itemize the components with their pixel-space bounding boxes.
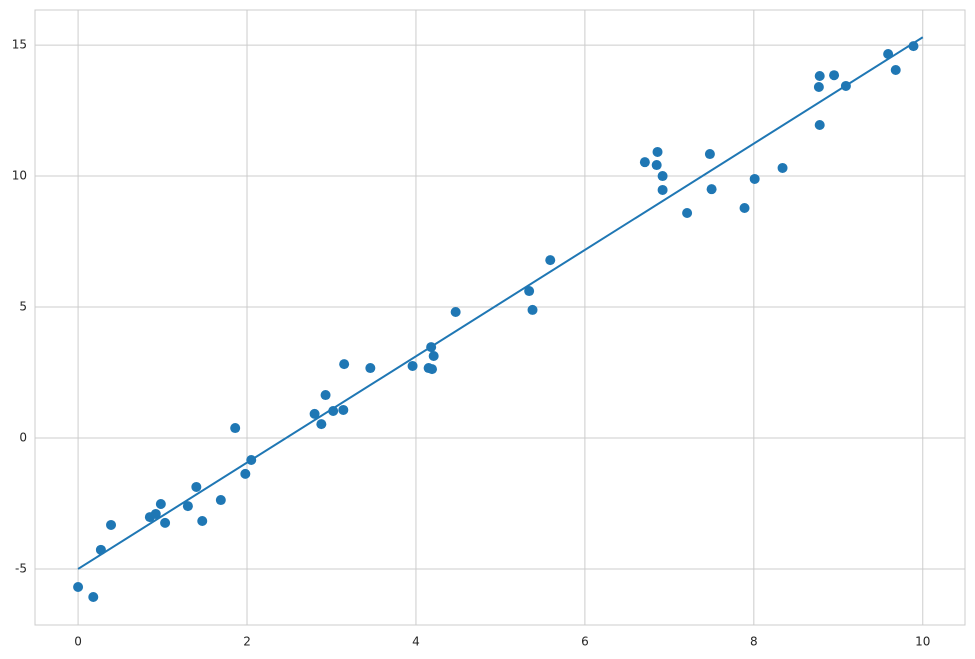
point bbox=[215, 495, 226, 506]
point bbox=[73, 582, 84, 593]
point bbox=[706, 184, 717, 195]
x-tick-label: 6 bbox=[581, 635, 589, 649]
point bbox=[407, 360, 418, 371]
point bbox=[651, 160, 662, 171]
point bbox=[309, 408, 320, 419]
x-tick-label: 10 bbox=[915, 635, 930, 649]
point bbox=[339, 359, 350, 370]
point bbox=[814, 119, 825, 130]
x-tick-label: 2 bbox=[243, 635, 251, 649]
point bbox=[197, 516, 208, 527]
point bbox=[527, 304, 538, 315]
point bbox=[106, 519, 117, 530]
point bbox=[365, 363, 376, 374]
y-tick-label: 15 bbox=[12, 38, 27, 52]
point bbox=[88, 591, 99, 602]
point bbox=[155, 498, 166, 509]
point bbox=[545, 255, 556, 266]
y-tick-label: 0 bbox=[19, 430, 27, 444]
plot-frame bbox=[34, 9, 966, 626]
point bbox=[890, 64, 901, 75]
point bbox=[814, 71, 825, 82]
point bbox=[427, 364, 438, 375]
point bbox=[524, 286, 535, 297]
point bbox=[316, 419, 327, 430]
x-tick-label: 4 bbox=[412, 635, 420, 649]
fit-line bbox=[77, 36, 924, 570]
point bbox=[450, 306, 461, 317]
point bbox=[813, 82, 824, 93]
point bbox=[657, 184, 668, 195]
x-tick-label: 0 bbox=[74, 635, 82, 649]
point bbox=[829, 70, 840, 81]
point bbox=[191, 481, 202, 492]
y-tick-label: 10 bbox=[12, 169, 27, 183]
point bbox=[160, 517, 171, 528]
x-tick-label: 8 bbox=[750, 635, 758, 649]
point bbox=[739, 203, 750, 214]
point bbox=[639, 157, 650, 168]
point bbox=[749, 173, 760, 184]
point bbox=[182, 501, 193, 512]
point bbox=[657, 171, 668, 182]
point bbox=[150, 508, 161, 519]
y-tick-label: -5 bbox=[15, 561, 27, 575]
point bbox=[777, 162, 788, 173]
point bbox=[328, 406, 339, 417]
point bbox=[428, 351, 439, 362]
point bbox=[230, 423, 241, 434]
point bbox=[320, 390, 331, 401]
y-tick-label: 5 bbox=[19, 300, 27, 314]
point bbox=[682, 207, 693, 218]
point bbox=[338, 404, 349, 415]
point bbox=[704, 149, 715, 160]
point bbox=[652, 146, 663, 157]
point bbox=[240, 468, 251, 479]
